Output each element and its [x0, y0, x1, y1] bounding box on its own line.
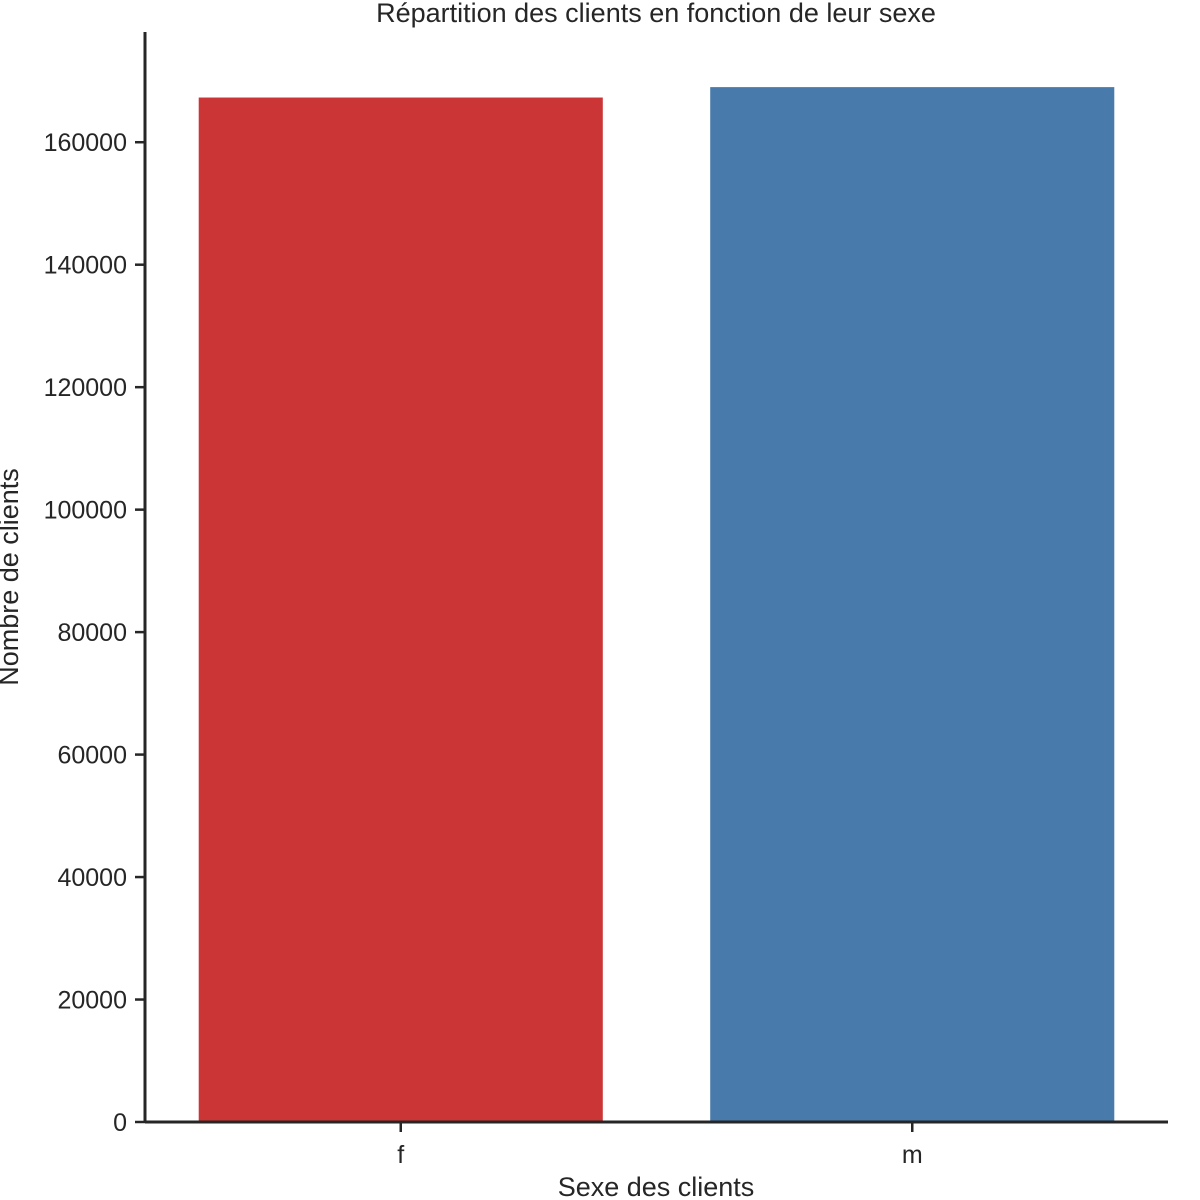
- y-tick-label: 80000: [57, 619, 127, 647]
- y-tick-label: 0: [113, 1109, 127, 1137]
- y-tick-label: 100000: [44, 497, 127, 525]
- x-axis-label: Sexe des clients: [558, 1172, 755, 1200]
- x-tick-label: m: [902, 1141, 923, 1169]
- y-tick-label: 60000: [57, 742, 127, 770]
- bars-layer: [198, 87, 1115, 1123]
- y-axis-label: Nombre de clients: [0, 468, 24, 686]
- y-tick-label: 120000: [44, 374, 127, 402]
- y-tick-label: 140000: [44, 252, 127, 280]
- y-axis-ticks: 0 20000 40000 60000 80000 100000 120000 140000 1…: [44, 129, 145, 1137]
- x-tick-label: f: [397, 1141, 404, 1169]
- chart-title: Répartition des clients en fonction de l…: [376, 0, 936, 28]
- y-tick-label: 160000: [44, 129, 127, 157]
- bar-f: [198, 97, 603, 1123]
- bar-m: [710, 87, 1115, 1123]
- y-tick-label: 20000: [57, 987, 127, 1015]
- y-tick-label: 40000: [57, 864, 127, 892]
